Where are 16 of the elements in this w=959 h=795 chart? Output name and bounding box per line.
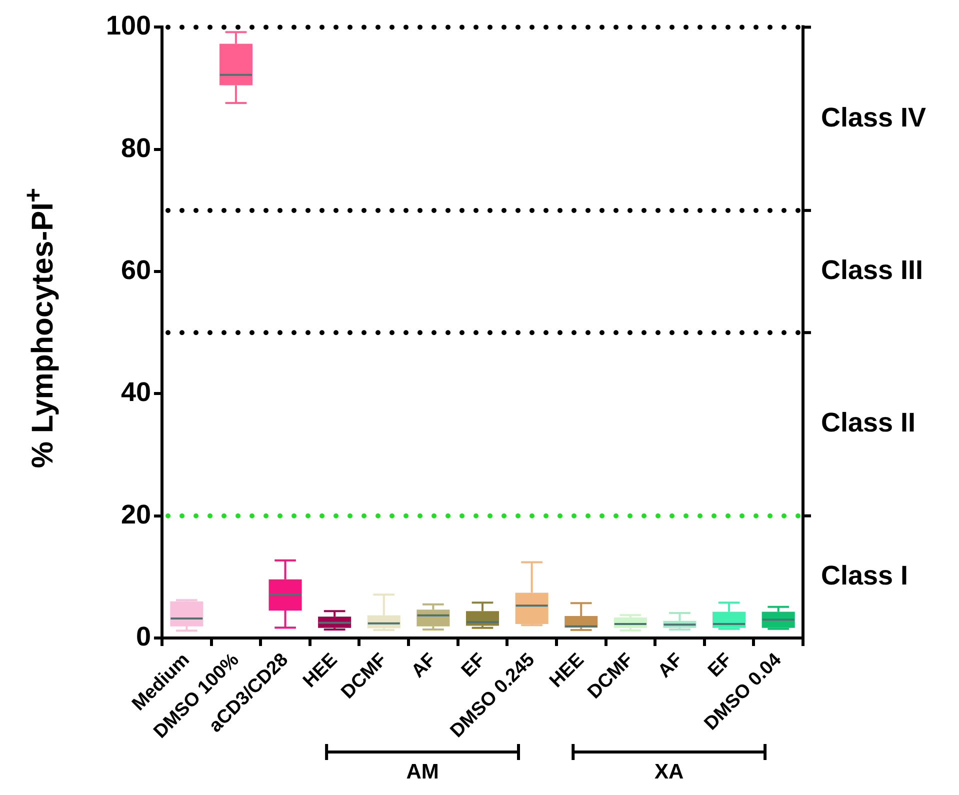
y-tick-label: 100 <box>106 10 151 41</box>
y-tick-label: 60 <box>120 254 151 285</box>
text: Class III <box>821 254 924 285</box>
text: Class IV <box>821 102 926 132</box>
x-tick-label: EF <box>458 649 490 682</box>
text: XA <box>654 760 684 784</box>
y-tick-label: 0 <box>136 621 151 652</box>
y-tick-label: 80 <box>120 132 151 163</box>
x-tick-label: AF <box>408 649 440 682</box>
x-tick-label: AF <box>654 649 687 682</box>
text: Class II <box>821 408 916 438</box>
y-tick-label: 20 <box>120 499 151 530</box>
text: Class I <box>821 560 908 590</box>
text: AM <box>406 760 439 784</box>
y-tick-label: 40 <box>120 377 151 408</box>
x-tick-label: EF <box>704 649 736 682</box>
